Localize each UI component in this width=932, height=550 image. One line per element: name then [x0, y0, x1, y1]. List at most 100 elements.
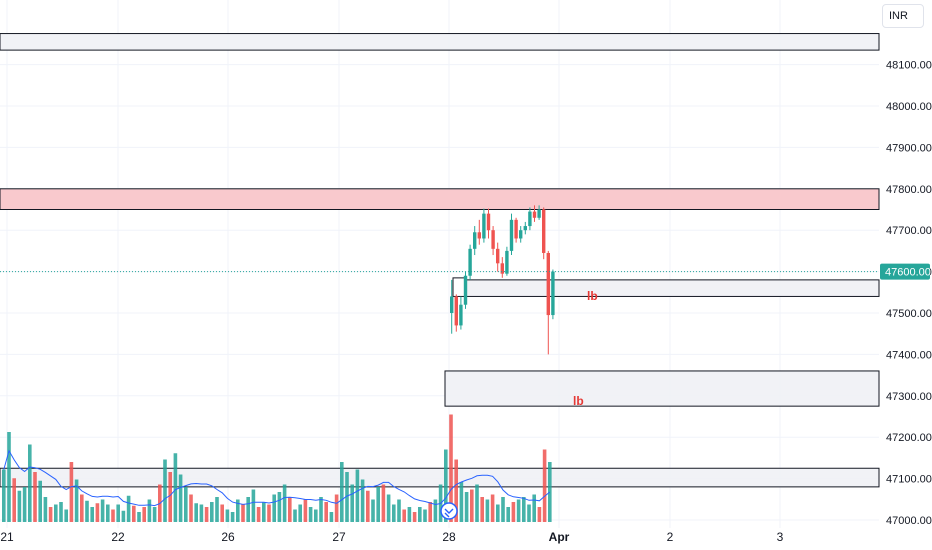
volume-bars: [2, 414, 552, 522]
candle-body: [463, 275, 468, 305]
zone-neutral: [464, 279, 880, 297]
volume-bar: [7, 432, 11, 522]
volume-bar: [137, 512, 141, 522]
zone-label: lb: [573, 394, 584, 408]
volume-bar: [17, 490, 22, 522]
volume-bar: [418, 507, 422, 522]
volume-bar: [423, 509, 427, 522]
volume-bar: [246, 497, 250, 522]
volume-bar: [282, 484, 287, 522]
volume-bar: [168, 472, 172, 522]
volume-bar: [152, 507, 157, 522]
price-zones: [0, 33, 880, 488]
volume-bar: [204, 507, 209, 522]
volume-bar: [116, 504, 120, 522]
x-tick-label: 3: [777, 530, 784, 544]
volume-bar: [215, 497, 219, 522]
volume-bar: [506, 507, 510, 522]
volume-bar: [496, 504, 500, 522]
volume-bar: [428, 502, 432, 522]
volume-bar: [532, 494, 536, 522]
volume-bar: [12, 478, 16, 522]
volume-bar: [475, 484, 479, 522]
x-tick-label: 21: [0, 530, 14, 544]
volume-bar: [454, 459, 458, 522]
volume-bar: [464, 492, 469, 522]
candle-body: [532, 211, 537, 218]
volume-bar: [95, 503, 100, 522]
volume-bar: [501, 497, 505, 522]
volume-bar: [293, 509, 297, 522]
zone-resistance: [0, 188, 880, 211]
candle-body: [450, 296, 454, 313]
last-price-badge: [880, 263, 930, 280]
currency-button[interactable]: INR: [882, 4, 924, 28]
volume-bar: [225, 509, 230, 522]
y-tick-label: 47800.00: [886, 184, 932, 196]
zone-notch: [452, 277, 466, 297]
volume-bar: [376, 487, 380, 522]
grid: [0, 0, 879, 528]
y-tick-label: 47900.00: [886, 142, 932, 154]
volume-bar: [314, 509, 318, 522]
volume-bar: [298, 504, 302, 522]
event-marker[interactable]: [440, 502, 458, 520]
volume-bar: [100, 499, 105, 522]
y-tick-label: 47300.00: [886, 391, 932, 403]
volume-bar: [397, 499, 401, 522]
volume-bar: [74, 479, 79, 522]
candle-body: [505, 250, 509, 274]
x-axis[interactable]: 21 22 26 27 28 Apr 2 3: [0, 530, 783, 544]
volume-bar: [256, 507, 261, 522]
volume-bar: [106, 504, 110, 522]
volume-bar: [272, 494, 276, 522]
candle-body: [491, 230, 495, 249]
volume-bar: [412, 512, 417, 522]
volume-bar: [340, 462, 344, 522]
volume-bar: [142, 507, 146, 522]
volume-bar: [449, 414, 453, 522]
candle-body: [528, 211, 532, 227]
volume-bar: [308, 507, 313, 522]
volume-bar: [163, 459, 167, 522]
volume-bar: [220, 504, 224, 522]
volume-bar: [85, 500, 89, 522]
zone-label: lb: [587, 289, 598, 303]
y-tick-label: 47700.00: [886, 225, 932, 237]
candle-body: [454, 296, 458, 326]
volume-bar: [43, 497, 48, 522]
volume-bar: [402, 509, 406, 522]
candle-body: [459, 304, 463, 326]
volume-bar: [38, 480, 42, 522]
x-tick-label: Apr: [549, 530, 570, 544]
volume-bar: [386, 494, 391, 522]
y-axis[interactable]: 47000.00 47100.00 47200.00 47300.00 47400.00…: [880, 60, 932, 527]
event-marker-icon: [440, 502, 458, 520]
zone-neutral: [444, 370, 880, 407]
volume-bar: [522, 497, 526, 522]
candle-body: [509, 219, 514, 251]
volume-bar: [80, 494, 84, 522]
candle-body: [523, 226, 527, 231]
volume-bar: [433, 499, 438, 522]
y-tick-label: 48100.00: [886, 60, 932, 72]
volume-bar: [147, 499, 152, 522]
candle-body: [542, 209, 546, 253]
volume-bar: [59, 502, 63, 522]
volume-bar: [355, 469, 360, 522]
volume-bar: [371, 499, 375, 522]
x-tick-label: 27: [332, 530, 346, 544]
volume-bar: [126, 495, 131, 522]
volume-bar: [537, 507, 542, 522]
volume-bar: [64, 509, 68, 522]
volume-bar: [392, 504, 396, 522]
volume-bar: [267, 504, 271, 522]
volume-bar: [366, 490, 370, 522]
candle-body: [486, 213, 491, 231]
candle-body: [477, 232, 481, 239]
volume-bar: [470, 489, 474, 522]
zone-neutral: [0, 33, 880, 51]
volume-ma-line: [3, 449, 551, 507]
volume-bar: [407, 507, 412, 522]
